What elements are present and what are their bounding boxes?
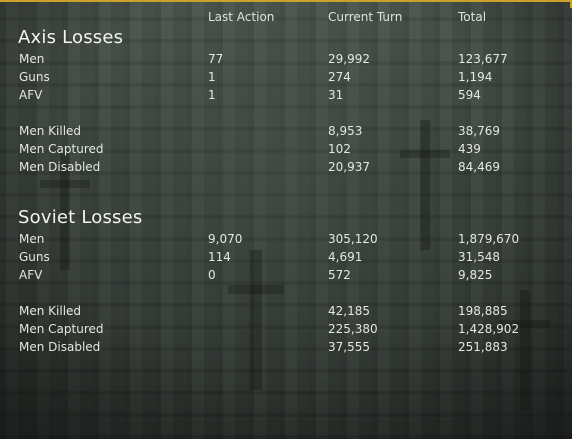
current-turn-value: 225,380: [328, 322, 378, 336]
total-value: 198,885: [458, 304, 508, 318]
row-label: Guns: [19, 70, 50, 84]
last-action-value: 1: [208, 70, 216, 84]
soviet-losses-title: Soviet Losses: [18, 207, 143, 228]
current-turn-value: 102: [328, 142, 351, 156]
row-label: Men Killed: [19, 304, 82, 318]
total-value: 594: [458, 88, 481, 102]
total-value: 1,428,902: [458, 322, 520, 336]
row-label: Men: [19, 232, 45, 246]
row-label: Men: [19, 52, 45, 66]
background-cross: [40, 180, 90, 188]
row-label: AFV: [19, 268, 43, 282]
background-cross: [228, 285, 284, 294]
row-label: Guns: [19, 250, 50, 264]
current-turn-value: 20,937: [328, 160, 370, 174]
right-accent-border: [570, 0, 572, 8]
current-turn-value: 42,185: [328, 304, 370, 318]
total-value: 123,677: [458, 52, 508, 66]
background-cross: [400, 150, 450, 158]
row-label: AFV: [19, 88, 43, 102]
header-last-action: Last Action: [208, 10, 275, 24]
total-value: 84,469: [458, 160, 500, 174]
axis-losses-title: Axis Losses: [18, 27, 124, 48]
background-cross: [60, 150, 70, 270]
current-turn-value: 4,691: [328, 250, 363, 264]
row-label: Men Captured: [19, 322, 104, 336]
last-action-value: 9,070: [208, 232, 243, 246]
last-action-value: 0: [208, 268, 216, 282]
total-value: 31,548: [458, 250, 500, 264]
current-turn-value: 31: [328, 88, 344, 102]
total-value: 439: [458, 142, 481, 156]
current-turn-value: 572: [328, 268, 351, 282]
background-cross: [520, 290, 530, 410]
header-total: Total: [458, 10, 487, 24]
background-cross: [420, 120, 430, 250]
row-label: Men Captured: [19, 142, 104, 156]
total-value: 9,825: [458, 268, 493, 282]
total-value: 38,769: [458, 124, 500, 138]
current-turn-value: 274: [328, 70, 351, 84]
row-label: Men Killed: [19, 124, 82, 138]
row-label: Men Disabled: [19, 160, 101, 174]
header-current-turn: Current Turn: [328, 10, 403, 24]
row-label: Men Disabled: [19, 340, 101, 354]
last-action-value: 114: [208, 250, 231, 264]
last-action-value: 1: [208, 88, 216, 102]
top-accent-border: [0, 0, 572, 2]
total-value: 1,879,670: [458, 232, 520, 246]
background-cross: [500, 320, 550, 328]
current-turn-value: 8,953: [328, 124, 363, 138]
last-action-value: 77: [208, 52, 224, 66]
current-turn-value: 29,992: [328, 52, 370, 66]
current-turn-value: 37,555: [328, 340, 370, 354]
background-cross: [250, 250, 262, 390]
total-value: 251,883: [458, 340, 508, 354]
current-turn-value: 305,120: [328, 232, 378, 246]
total-value: 1,194: [458, 70, 493, 84]
